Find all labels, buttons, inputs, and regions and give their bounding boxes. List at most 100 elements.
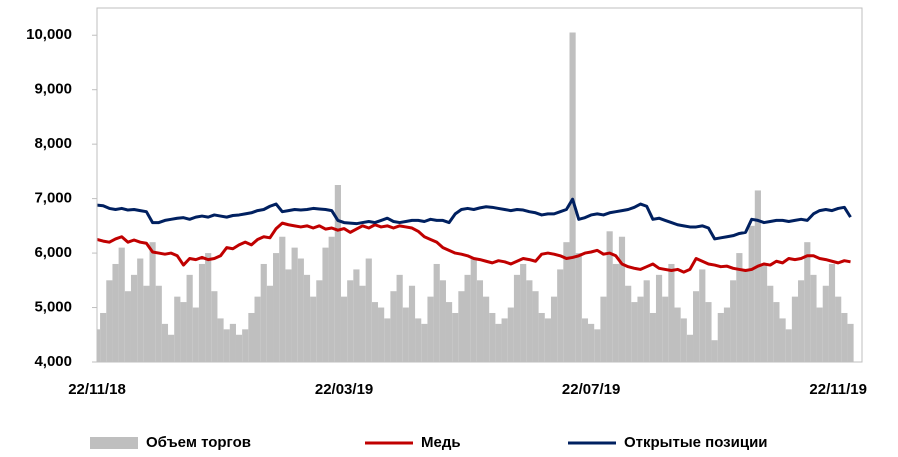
volume-bar	[279, 236, 286, 362]
volume-bar	[328, 236, 335, 362]
volume-bar	[97, 329, 101, 362]
volume-bar	[378, 307, 385, 362]
volume-bar	[174, 296, 181, 362]
volume-bar	[161, 323, 169, 362]
volume-bar	[130, 274, 138, 362]
volume-bar	[445, 302, 453, 362]
volume-bar	[285, 269, 292, 362]
volume-bar	[798, 280, 805, 362]
volume-bar	[439, 280, 446, 362]
volume-bar	[427, 296, 434, 362]
volume-bar	[186, 274, 193, 362]
y-tick-label: 9,000	[34, 81, 72, 98]
legend-label: Медь	[421, 434, 461, 451]
volume-bar	[674, 307, 681, 362]
volume-bar	[495, 323, 502, 362]
volume-bar	[526, 280, 533, 362]
y-tick-label: 8,000	[34, 135, 72, 152]
volume-bar	[606, 231, 613, 362]
volume-bar	[168, 334, 175, 362]
volume-bar	[804, 242, 811, 362]
volume-bar	[180, 302, 187, 362]
volume-bar	[668, 263, 675, 362]
volume-bar	[594, 329, 601, 362]
volume-bar	[532, 291, 539, 362]
plot-frame	[96, 7, 863, 363]
volume-bar	[686, 334, 694, 362]
volume-bar	[810, 274, 817, 362]
volume-bar	[705, 302, 712, 362]
volume-bar	[699, 269, 706, 362]
volume-bar	[723, 307, 731, 362]
volume-bar	[322, 247, 329, 362]
volume-bar	[680, 318, 687, 362]
volume-bar	[384, 318, 391, 362]
volume-bar	[835, 296, 842, 362]
volume-bar	[137, 258, 144, 362]
volume-bar	[736, 253, 743, 362]
volume-bar	[748, 225, 755, 362]
volume-bar	[600, 296, 607, 362]
volume-bar	[754, 190, 761, 362]
volume-bar	[501, 318, 508, 362]
volume-bar	[254, 296, 261, 362]
volume-bar	[557, 269, 564, 362]
x-tick-label: 22/11/19	[809, 381, 867, 398]
series-line	[97, 221, 851, 274]
volume-bar	[415, 318, 422, 362]
volume-bar	[217, 318, 224, 362]
volume-bar	[347, 280, 354, 362]
volume-bar	[791, 296, 799, 362]
volume-bar	[779, 318, 786, 362]
volume-bar	[550, 296, 558, 362]
volume-bar	[507, 307, 514, 362]
volume-bar	[637, 296, 644, 362]
y-tick-label: 5,000	[34, 299, 72, 316]
volume-bar	[822, 285, 829, 362]
legend-label: Открытые позиции	[624, 434, 768, 451]
volume-bar	[470, 258, 477, 362]
volume-bar	[211, 291, 218, 362]
y-tick-label: 10,000	[26, 26, 72, 43]
y-tick-label: 4,000	[34, 353, 72, 370]
volume-bar	[538, 312, 545, 362]
x-tick-label: 22/11/18	[68, 381, 126, 398]
volume-bar	[760, 263, 768, 362]
series-line	[97, 197, 852, 241]
volume-bar	[340, 296, 348, 362]
volume-bar	[575, 253, 582, 362]
plot-area	[97, 32, 854, 362]
volume-bar	[242, 329, 249, 362]
x-tick-label: 22/07/19	[562, 381, 620, 398]
volume-bar	[581, 318, 589, 362]
y-tick-label: 7,000	[34, 190, 72, 207]
volume-bar	[248, 312, 255, 362]
legend-label: Объем торгов	[146, 434, 251, 451]
volume-bar	[396, 274, 403, 362]
volume-bar	[205, 253, 212, 362]
volume-bar	[730, 280, 737, 362]
volume-bar	[235, 334, 243, 362]
volume-bar	[816, 307, 823, 362]
x-tick-label: 22/03/19	[315, 381, 373, 398]
volume-bar	[266, 285, 274, 362]
volume-bar	[847, 323, 854, 362]
volume-bar	[711, 340, 718, 362]
volume-bar	[408, 285, 416, 362]
volume-bar	[260, 263, 267, 362]
volume-bar	[371, 302, 379, 362]
volume-bar	[297, 258, 304, 362]
volume-bar	[433, 263, 440, 362]
volume-bar	[742, 269, 749, 362]
volume-bar	[483, 296, 490, 362]
volume-bar	[149, 242, 156, 362]
volume-bar	[655, 274, 663, 362]
volume-bar	[569, 32, 576, 362]
volume-bar	[612, 263, 619, 362]
volume-bar	[124, 291, 131, 362]
volume-bar	[155, 285, 162, 362]
volume-bar	[452, 312, 459, 362]
y-tick-label: 6,000	[34, 244, 72, 261]
volume-bar	[828, 263, 836, 362]
volume-bar	[588, 323, 595, 362]
